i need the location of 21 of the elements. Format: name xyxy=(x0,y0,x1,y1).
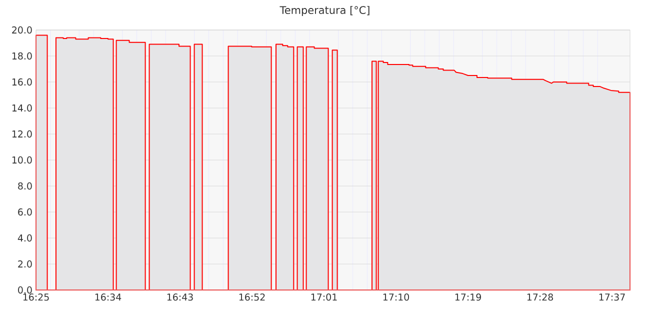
y-tick-label: 20.0 xyxy=(12,26,32,34)
y-tick-label: 14.0 xyxy=(12,104,32,112)
x-tick-label: 16:43 xyxy=(167,294,193,301)
x-tick-label: 17:01 xyxy=(311,294,337,301)
x-tick-label: 16:52 xyxy=(239,294,265,301)
y-tick-label: 18.0 xyxy=(12,52,32,60)
y-tick-label: 16.0 xyxy=(12,78,32,86)
x-tick-label: 16:25 xyxy=(23,294,49,301)
chart-title: Temperatura [°C] xyxy=(280,6,370,16)
y-tick-label: 10.0 xyxy=(12,156,32,164)
x-tick-label: 17:37 xyxy=(599,294,625,301)
y-tick-label: 0.0 xyxy=(18,286,32,294)
y-tick-label: 4.0 xyxy=(18,234,32,242)
x-tick-label: 17:19 xyxy=(455,294,481,301)
y-tick-label: 12.0 xyxy=(12,130,32,138)
y-tick-label: 8.0 xyxy=(18,182,32,190)
y-tick-label: 6.0 xyxy=(18,208,32,216)
x-tick-label: 17:10 xyxy=(383,294,410,301)
x-tick-label: 16:34 xyxy=(95,294,122,301)
x-tick-label: 17:28 xyxy=(527,294,553,301)
y-tick-label: 2.0 xyxy=(18,260,32,268)
